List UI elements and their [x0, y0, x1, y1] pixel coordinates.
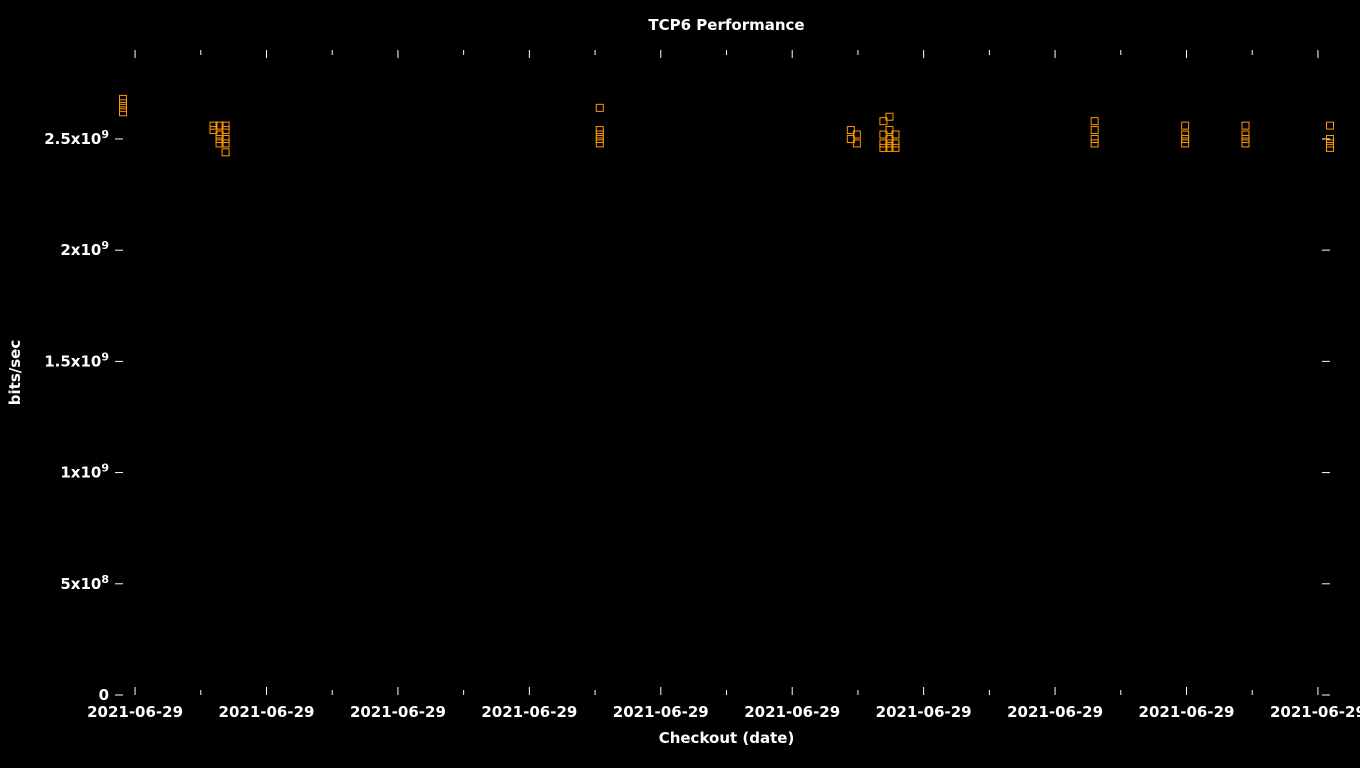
chart-title: TCP6 Performance	[648, 16, 804, 34]
data-point	[1327, 140, 1334, 147]
x-tick-label: 2021-06-29	[744, 703, 840, 721]
data-point	[596, 127, 603, 134]
data-point	[120, 100, 127, 107]
y-tick-label: 0	[99, 686, 109, 704]
data-point	[1182, 131, 1189, 138]
data-point	[1091, 127, 1098, 134]
data-point	[1242, 140, 1249, 147]
x-tick-label: 2021-06-29	[876, 703, 972, 721]
data-point	[1242, 122, 1249, 129]
x-tick-label: 2021-06-29	[1139, 703, 1235, 721]
data-point	[1242, 131, 1249, 138]
data-point	[596, 135, 603, 142]
y-tick-label: 1.5x109	[44, 350, 109, 370]
data-point	[222, 149, 229, 156]
y-tick-label: 2.5x109	[44, 128, 109, 148]
data-point	[120, 104, 127, 111]
tcp6-performance-chart: TCP6 Performance 0 5x108 1x109 1.5x109 2x109…	[0, 0, 1360, 768]
data-point	[120, 109, 127, 116]
x-tick-label: 2021-06-29	[219, 703, 315, 721]
data-point	[1327, 122, 1334, 129]
data-point	[596, 140, 603, 147]
x-tick-label: 2021-06-29	[1007, 703, 1103, 721]
y-tick-label: 1x109	[60, 462, 109, 482]
x-tick-label: 2021-06-29	[481, 703, 577, 721]
x-tick-label: 2021-06-29	[613, 703, 709, 721]
data-point	[1242, 135, 1249, 142]
y-tick-label: 5x108	[60, 573, 109, 593]
data-point	[1182, 122, 1189, 129]
scatter-points	[120, 95, 1334, 155]
x-tick-label: 2021-06-29	[1270, 703, 1360, 721]
x-axis-label: Checkout (date)	[659, 729, 795, 747]
data-point	[1327, 144, 1334, 151]
x-axis: 2021-06-29 2021-06-29 2021-06-29 2021-06-29…	[87, 50, 1360, 721]
data-point	[596, 104, 603, 111]
data-point	[596, 131, 603, 138]
y-tick-label: 2x109	[60, 239, 109, 259]
data-point	[1091, 135, 1098, 142]
data-point	[1182, 140, 1189, 147]
data-point	[1091, 140, 1098, 147]
x-tick-label: 2021-06-29	[350, 703, 446, 721]
y-axis: 0 5x108 1x109 1.5x109 2x109 2.5x109	[44, 128, 1330, 704]
data-point	[120, 95, 127, 102]
x-tick-label: 2021-06-29	[87, 703, 183, 721]
data-point	[1091, 118, 1098, 125]
data-point	[1182, 135, 1189, 142]
y-axis-label: bits/sec	[6, 340, 24, 405]
